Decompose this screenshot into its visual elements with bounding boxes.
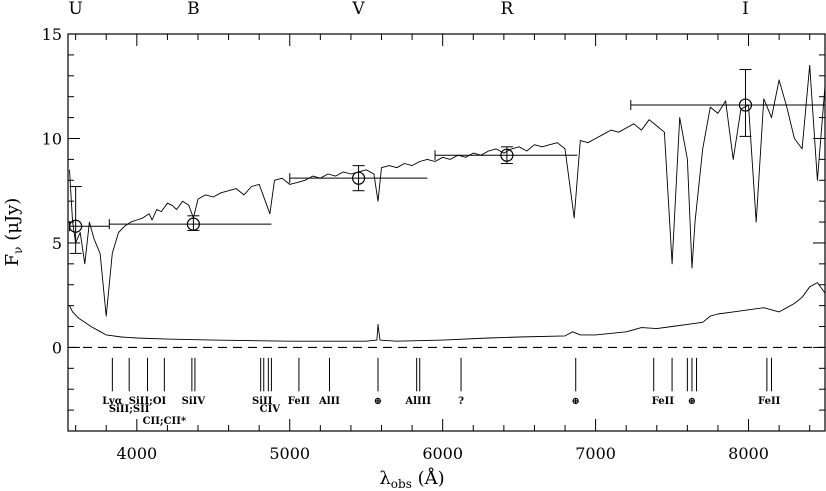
x-tick-label: 7000 [575,444,616,463]
x-tick-label: 8000 [728,444,769,463]
photometry-point-V [289,165,428,192]
band-label-I: I [742,0,749,19]
line-id-label: SiII;OI [129,396,167,407]
x-axis-title: λobs (Å) [379,467,444,491]
axis-ticks [68,33,825,432]
line-id-label: AlIII [404,396,431,407]
line-id-label: ? [458,396,464,407]
band-label-U: U [68,0,82,19]
line-id: FeII [652,357,675,407]
line-id-label: FeII [652,396,675,407]
line-id: Lyα [102,357,123,407]
line-id: FeII [758,357,781,407]
photometry-point-I [630,69,825,137]
line-id: ? [458,357,464,407]
plot-content [68,64,825,349]
band-label-V: V [351,0,365,19]
line-id: ⊕ [572,357,580,407]
line-id: SiIV [182,357,206,407]
line-id-label: FeII [288,396,311,407]
photometry-point-R [434,146,578,165]
line-id-label: SiIV [182,396,206,407]
line-id: SiII [252,357,273,407]
plot-area [68,64,825,349]
plot-frame [67,33,826,432]
y-tick-label: 15 [42,25,62,44]
line-id: AlIII [404,357,431,407]
line-id: AlII [318,357,340,407]
band-label-R: R [501,0,515,19]
line-id-label: ⊕ [688,396,696,407]
y-tick-label: 10 [42,129,62,148]
spectrum-line [69,64,825,317]
line-id: ⊕ [374,357,382,407]
y-axis-title: Fν (μJy) [2,198,25,267]
line-id: SiII;OI [129,357,167,407]
photometry-marker [69,219,83,233]
line-id: CII;CII* [143,357,187,427]
x-tick-label: 4000 [116,444,157,463]
line-id-label: SiII;SII [109,404,150,415]
line-id-label: ⊕ [572,396,580,407]
photometry-marker [500,148,514,162]
photometry-marker [186,217,201,231]
line-id-label: CII;CII* [143,416,187,427]
x-tick-label: 6000 [422,444,463,463]
tick-labels: 4000 5000 6000 7000 8000 0 5 10 15 [42,25,769,463]
photometry-marker [351,171,366,185]
line-id-label: ⊕ [374,396,382,407]
error-spectrum-line [69,282,825,342]
y-tick-label: 5 [52,234,62,253]
band-label-B: B [187,0,200,19]
line-id: FeII [288,357,311,407]
line-id-label: FeII [758,396,781,407]
line-id-label: AlII [318,396,340,407]
photometry-point-U [69,186,110,254]
x-tick-label: 5000 [269,444,310,463]
photometry-marker [738,98,753,112]
line-id-label: SiII [252,396,273,407]
line-id: SiII;SII [109,357,150,415]
photometry-point-B [108,215,272,231]
line-id: CIV [260,357,281,415]
line-id-label: Lyα [102,396,122,407]
y-tick-label: 0 [52,338,62,357]
line-id: ⊕ [686,357,698,407]
line-id-label: CIV [260,404,281,415]
